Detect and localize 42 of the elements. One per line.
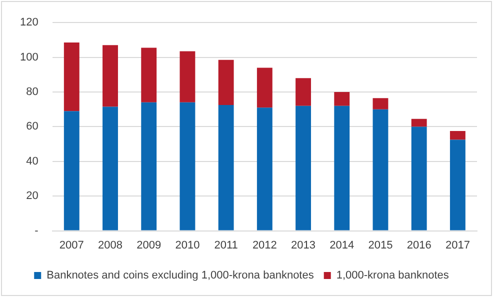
legend-label: Banknotes and coins excluding 1,000-krona banknotes [46, 270, 314, 282]
x-tick-label: 2007 [59, 239, 84, 252]
bar [334, 92, 350, 106]
bar [141, 48, 157, 102]
bar [102, 106, 118, 230]
y-tick-label: 20 [26, 190, 38, 202]
bar [218, 105, 234, 230]
x-tick-label: 2014 [330, 239, 354, 252]
y-tick-label: 80 [26, 86, 38, 98]
x-tick-label: 2010 [175, 239, 200, 252]
bar [296, 78, 311, 106]
bar [372, 109, 388, 230]
bar [64, 42, 80, 112]
x-tick-label: 2012 [252, 239, 277, 252]
bar [180, 51, 196, 102]
bar [256, 68, 272, 108]
y-tick-label: 40 [26, 155, 38, 168]
x-tick-label: 2015 [368, 239, 393, 252]
bar [411, 126, 427, 230]
bar [450, 131, 466, 140]
bar [102, 45, 118, 107]
bar [334, 106, 350, 230]
x-tick-label: 2016 [406, 239, 432, 252]
bar [218, 60, 234, 106]
bar [372, 98, 388, 110]
bar [256, 108, 272, 230]
x-tick-label: 2013 [291, 239, 316, 252]
y-tick-label: - [34, 224, 39, 237]
y-tick-label: 60 [26, 120, 38, 133]
bar [64, 111, 80, 230]
y-tick-label: 100 [20, 51, 38, 64]
bar [141, 102, 157, 230]
bar [296, 106, 311, 230]
x-tick-label: 2008 [98, 239, 122, 252]
bar [180, 102, 196, 230]
legend-label: 1,000-krona banknotes [336, 270, 450, 282]
bar [411, 118, 427, 127]
x-tick-label: 2017 [445, 239, 470, 252]
bar [450, 140, 466, 230]
x-tick-label: 2011 [214, 239, 238, 252]
x-tick-label: 2009 [136, 239, 162, 252]
y-tick-label: 120 [20, 16, 38, 29]
